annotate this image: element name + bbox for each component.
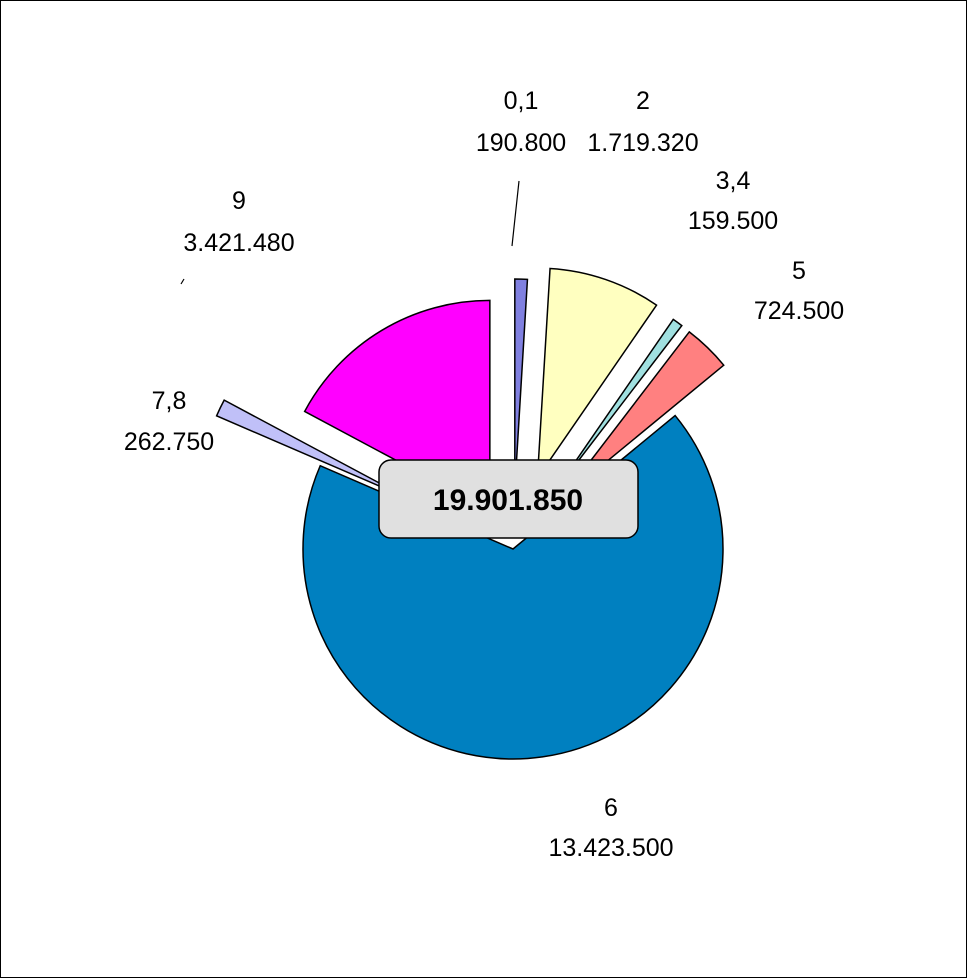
slice-value-7-8: 262.750 [124, 428, 214, 456]
slice-label-0-1: 0,1 [504, 87, 539, 115]
total-value: 19.901.850 [433, 484, 583, 517]
leader-line-0 [511, 180, 520, 247]
pie-slice-5 [561, 330, 725, 500]
leader-line-1 [180, 278, 185, 285]
slice-labels: 0,1 190.800 2 1.719.320 3,4 159.500 5 724.500 6 1… [124, 87, 844, 862]
slice-label-9: 9 [232, 187, 246, 215]
slice-value-5: 724.500 [754, 297, 844, 325]
slice-value-9: 3.421.480 [183, 229, 294, 257]
pie-slice-0-1 [514, 278, 529, 490]
slice-value-2: 1.719.320 [587, 129, 698, 157]
slice-value-6: 13.423.500 [548, 834, 673, 862]
total-box-background [378, 459, 639, 539]
pie-slice-3-4 [553, 318, 683, 493]
pie-slice-7-8 [215, 399, 410, 500]
slice-label-3-4: 3,4 [716, 167, 751, 195]
slice-label-2: 2 [636, 87, 650, 115]
leader-lines [180, 180, 520, 285]
pie-slice-2 [536, 267, 658, 481]
slice-value-0-1: 190.800 [476, 129, 566, 157]
slice-value-3-4: 159.500 [688, 207, 778, 235]
total-box: 19.901.850 [378, 459, 639, 539]
slice-label-5: 5 [792, 257, 806, 285]
slice-label-7-8: 7,8 [152, 387, 187, 415]
pie-slice-9 [303, 299, 491, 512]
slice-label-6: 6 [604, 794, 618, 822]
